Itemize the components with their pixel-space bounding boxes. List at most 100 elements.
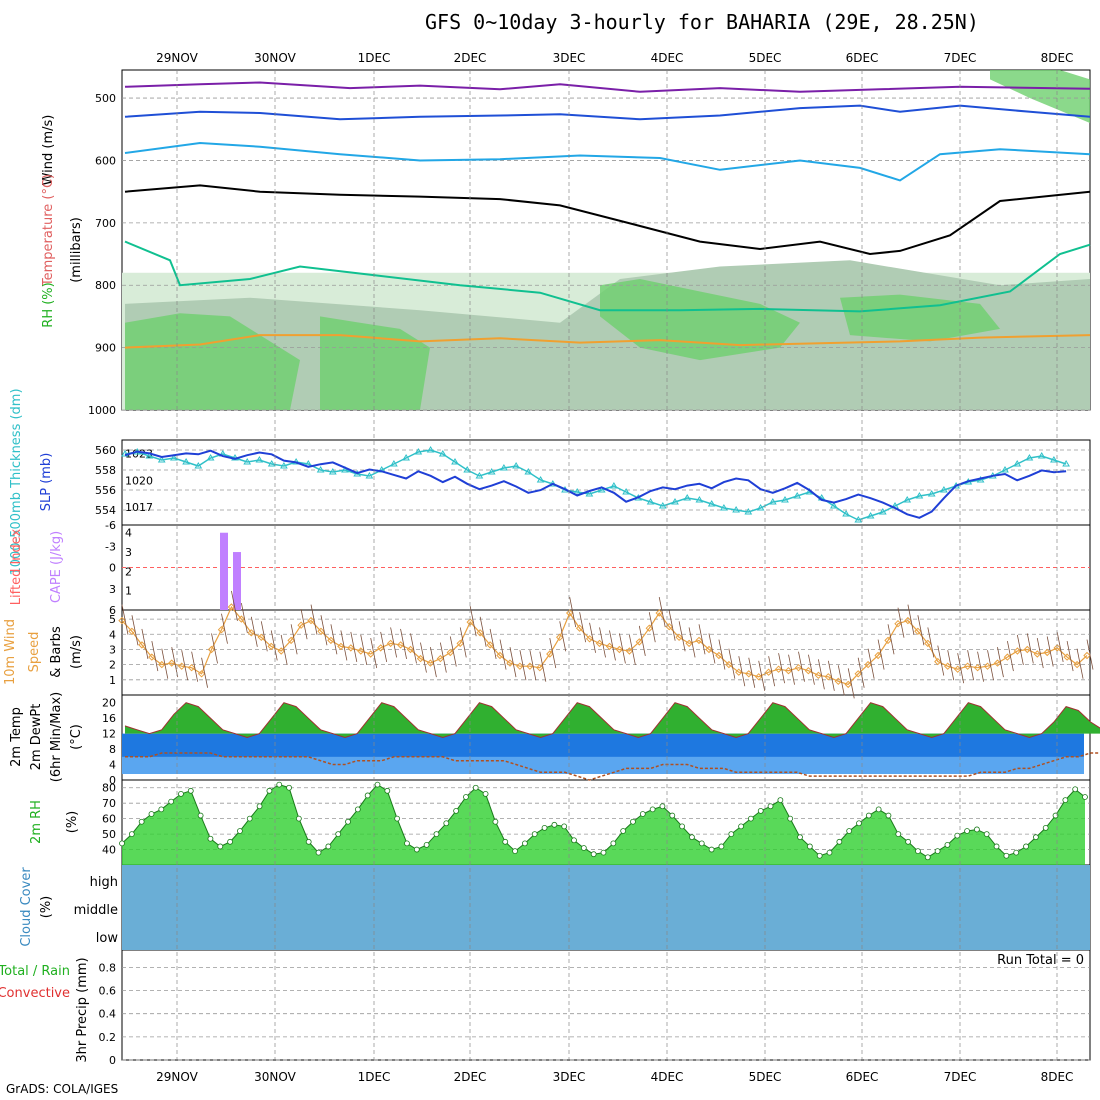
wind-barb (867, 648, 875, 679)
wind-speed-point (386, 639, 395, 648)
thickness-point (903, 496, 912, 503)
wind-speed-point (138, 641, 146, 649)
precip-ytick: 0.4 (99, 1008, 117, 1021)
rh-point (423, 842, 430, 848)
rh-point (983, 831, 990, 837)
rh-point (158, 806, 165, 813)
wind-speed-point (227, 603, 236, 611)
lifted-index-ytick: 3 (109, 583, 116, 596)
precip-label-total: Total / Rain (0, 964, 70, 979)
wind-barb (380, 631, 388, 663)
wind-speed-point (307, 616, 315, 625)
slp-ylabel-thickness: 1000-500mb Thickness (dm) (9, 388, 24, 575)
date-label-bottom: 29NOV (156, 1070, 198, 1084)
date-label-bottom: 6DEC (846, 1070, 879, 1084)
temp-ytick: 12 (102, 728, 116, 741)
thickness-point (732, 506, 740, 513)
rh-point (345, 818, 351, 825)
thickness-ytick: 554 (95, 504, 116, 517)
date-label-top: 8DEC (1041, 51, 1074, 65)
thickness-point (170, 454, 178, 461)
wind-speed-point (834, 677, 843, 686)
wind-barb (987, 650, 994, 681)
wind-barb (191, 651, 199, 682)
wind-speed-point (118, 616, 126, 625)
upper-ytick: 900 (95, 342, 116, 355)
wind-barb (678, 621, 686, 652)
rh-point (974, 826, 980, 833)
lifted-index-ytick: -3 (105, 540, 116, 553)
wind-speed-point (158, 660, 166, 669)
wind-speed-point (695, 636, 703, 645)
wind-speed-point (257, 633, 266, 642)
wind-barb (758, 660, 766, 691)
wind-speed-point (565, 609, 574, 617)
wind-barb (887, 624, 895, 655)
wind-barb (250, 616, 258, 647)
wind-speed-point (973, 663, 982, 672)
run-total-label: Run Total = 0 (997, 953, 1084, 968)
rh-point (649, 806, 656, 813)
thickness-point (341, 466, 349, 473)
thickness-point (683, 494, 692, 501)
rh-point (630, 818, 636, 825)
wind-ytick: 4 (109, 628, 116, 641)
thickness-point (1013, 460, 1022, 467)
date-label-bottom: 7DEC (944, 1070, 977, 1084)
wind-speed-point (725, 660, 733, 669)
rh-point (590, 851, 597, 858)
wind-barb (360, 634, 368, 666)
rh-ytick: 70 (102, 797, 116, 810)
thickness-point (866, 512, 875, 519)
wind-speed-point (217, 625, 226, 634)
thickness-line (124, 449, 1067, 521)
rh-point (286, 784, 292, 791)
date-label-top: 5DEC (749, 51, 782, 65)
thickness-point (438, 450, 447, 457)
wind-barb (977, 651, 984, 682)
thickness-point (720, 504, 728, 511)
chart-title: GFS 0~10day 3-hourly for BAHARIA (29E, 2… (425, 10, 979, 34)
wind-barb (211, 633, 218, 664)
wind-barb (559, 621, 567, 652)
thickness-point (793, 492, 802, 499)
rh-point (374, 781, 381, 788)
wind-ylabel-b: Speed (27, 632, 42, 673)
thickness-point (915, 492, 924, 499)
wind-barb (748, 657, 756, 688)
rh-point (138, 818, 145, 825)
cape-ytick: 3 (125, 546, 132, 559)
wind-speed-point (983, 662, 992, 670)
rh-point (669, 812, 676, 819)
date-label-bottom: 4DEC (651, 1070, 684, 1084)
wind-barb (698, 624, 706, 655)
temp-fill (125, 702, 1100, 738)
wind-speed-point (874, 651, 882, 660)
rh-point (747, 815, 754, 822)
precip-ytick: 0.2 (99, 1031, 117, 1044)
date-label-top: 3DEC (553, 51, 586, 65)
wind-barb (489, 628, 497, 659)
lifted-index-ytick: -6 (105, 519, 116, 532)
wind-ylabel-d: (m/s) (69, 635, 84, 669)
grads-credit: GrADS: COLA/IGES (6, 1082, 119, 1096)
rh-point (738, 823, 744, 830)
thickness-point (671, 498, 679, 505)
thickness-point (1050, 456, 1058, 463)
thickness-point (585, 490, 594, 497)
wind-barb (479, 616, 487, 647)
wind-speed-point (555, 633, 564, 642)
precip-ylabel-c: 3hr Precip (mm) (75, 957, 90, 1062)
cape-bar (220, 532, 228, 610)
thickness-point (328, 468, 337, 475)
rh-point (905, 838, 912, 845)
temp-ytick: 0 (109, 774, 116, 787)
rh-point (816, 852, 823, 859)
slp-ytick: 1020 (125, 474, 153, 487)
wind-speed-point (854, 670, 862, 678)
rh-point (915, 848, 921, 854)
precip-ytick: 0.6 (99, 985, 117, 998)
wind-barb (668, 610, 676, 641)
wind-barb (290, 624, 298, 655)
rh-point (944, 842, 951, 848)
